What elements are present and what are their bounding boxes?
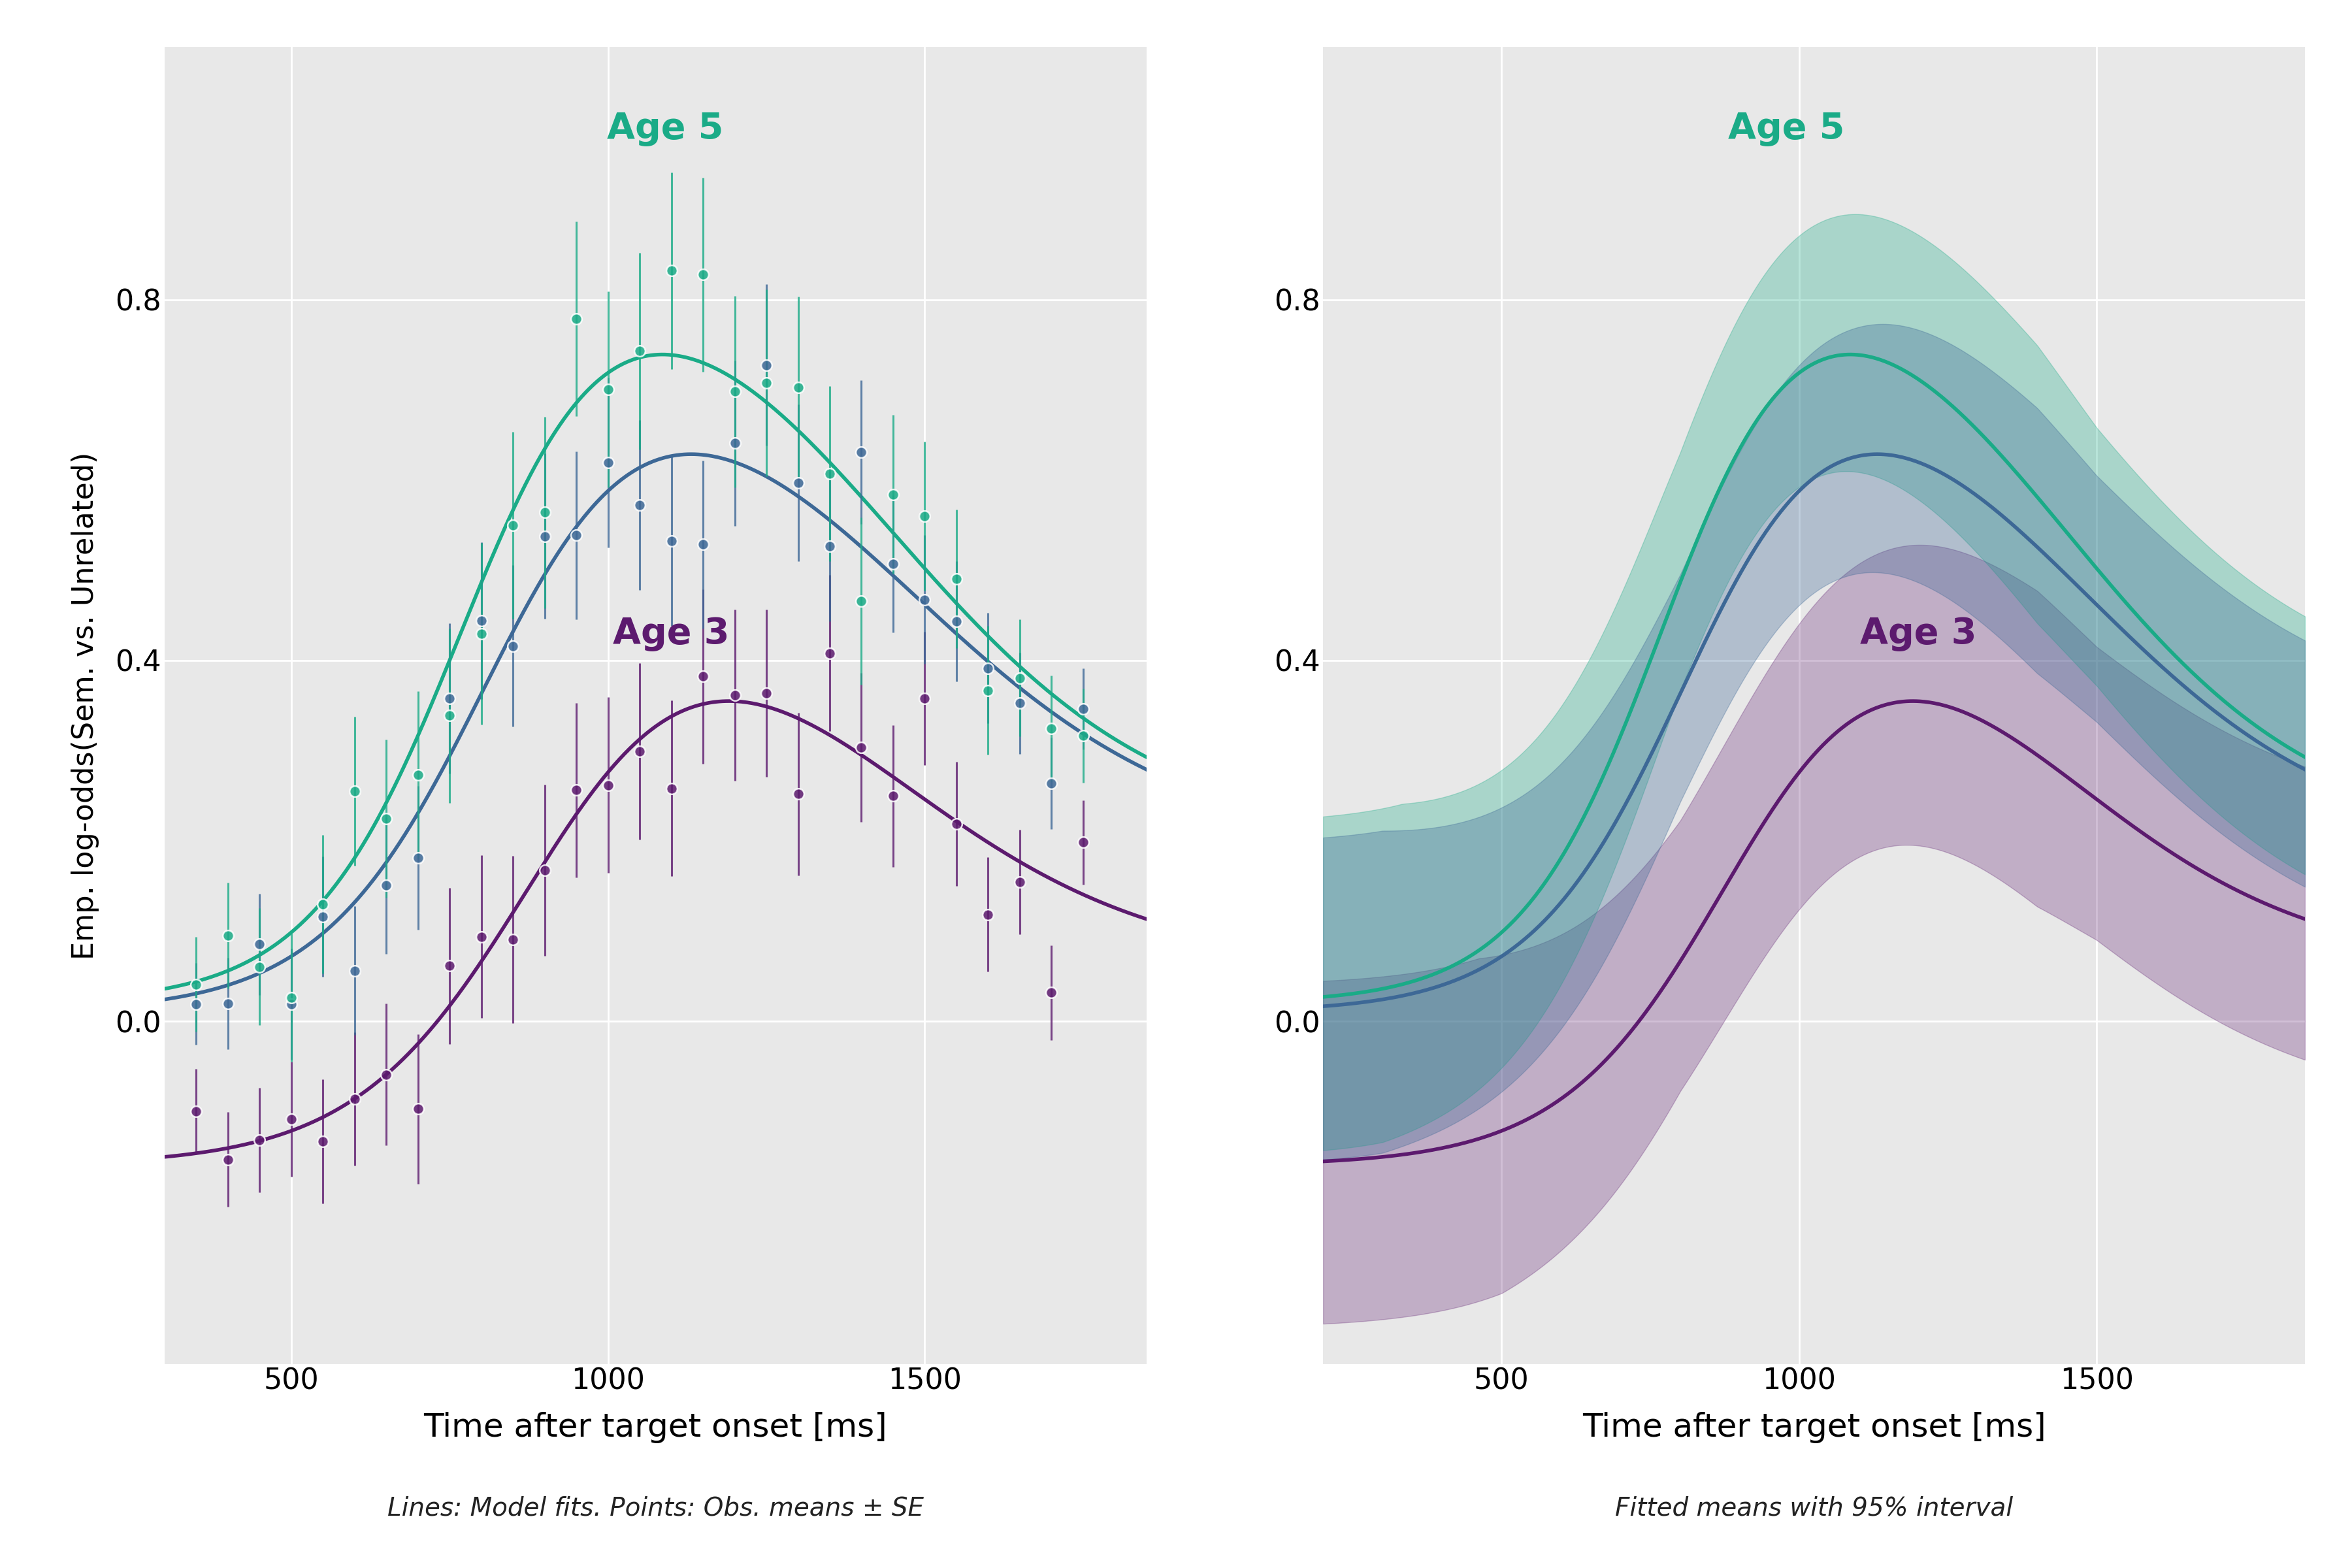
Text: Age 5: Age 5 — [1729, 111, 1844, 146]
X-axis label: Time after target onset [ms]: Time after target onset [ms] — [423, 1411, 887, 1443]
Y-axis label: Emp. log-odds(Sem. vs. Unrelated): Emp. log-odds(Sem. vs. Unrelated) — [71, 452, 99, 960]
Text: Age 3: Age 3 — [614, 616, 729, 651]
Text: Lines: Model fits. Points: Obs. means ± SE: Lines: Model fits. Points: Obs. means ± … — [388, 1496, 924, 1521]
Text: Age 5: Age 5 — [607, 111, 724, 146]
Text: Age 3: Age 3 — [1860, 616, 1976, 651]
Text: Fitted means with 95% interval: Fitted means with 95% interval — [1616, 1496, 2013, 1521]
X-axis label: Time after target onset [ms]: Time after target onset [ms] — [1583, 1411, 2046, 1443]
